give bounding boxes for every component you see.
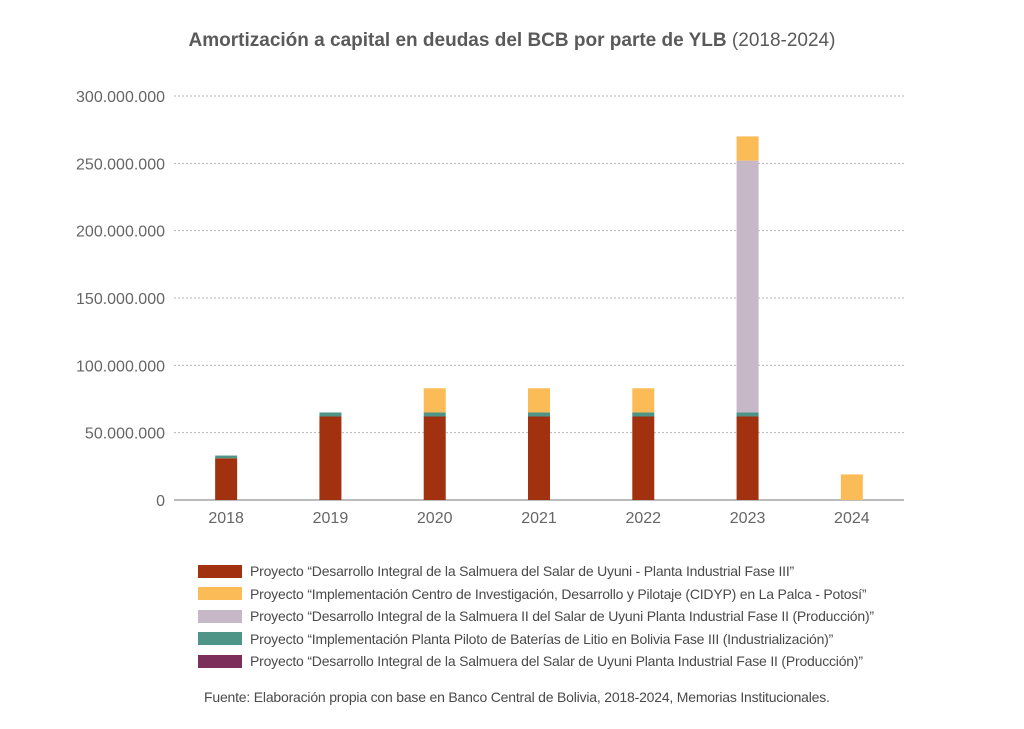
y-tick-label: 100.000.000 [76, 358, 165, 375]
bar-segment [423, 388, 446, 413]
legend-label: Proyecto “Desarrollo Integral de la Salm… [250, 653, 863, 670]
legend-label: Proyecto “Desarrollo Integral de la Salm… [250, 563, 794, 580]
bar-segment [840, 474, 863, 500]
legend-swatch [198, 564, 242, 578]
source-note: Fuente: Elaboración propia con base en B… [204, 689, 830, 705]
y-tick-label: 200.000.000 [76, 224, 165, 241]
legend-swatch [198, 609, 242, 623]
bar-segment [736, 412, 759, 417]
legend-swatch [198, 632, 242, 646]
x-tick-label: 2018 [208, 510, 244, 527]
x-tick-label: 2023 [730, 510, 766, 527]
bar-segment [423, 412, 446, 417]
bar-segment [319, 412, 342, 417]
x-tick-label: 2021 [521, 510, 557, 527]
legend-swatch [198, 654, 242, 668]
bar-segment [736, 160, 759, 413]
x-tick-label: 2020 [417, 510, 453, 527]
legend-item: Proyecto “Desarrollo Integral de la Salm… [198, 560, 874, 583]
bar-segment [528, 388, 550, 413]
x-tick-label: 2022 [625, 510, 661, 527]
bar-segment [632, 412, 655, 417]
bar-segment [632, 388, 655, 413]
bar-segment [528, 412, 550, 417]
bar-segment [215, 455, 238, 459]
y-tick-label: 150.000.000 [76, 291, 165, 308]
bar-segment [736, 416, 759, 500]
x-tick-label: 2019 [313, 510, 349, 527]
legend-item: Proyecto “Implementación Centro de Inves… [198, 583, 874, 606]
bar-segment [736, 136, 759, 161]
y-tick-label: 250.000.000 [76, 156, 165, 173]
y-tick-label: 50.000.000 [85, 426, 165, 443]
legend-item: Proyecto “Desarrollo Integral de la Salm… [198, 605, 874, 628]
legend-item: Proyecto “Desarrollo Integral de la Salm… [198, 650, 874, 673]
legend-label: Proyecto “Implementación Centro de Inves… [250, 585, 867, 602]
bar-segment [528, 416, 550, 500]
chart-title-subtitle: (2018-2024) [731, 30, 836, 51]
legend-item: Proyecto “Implementación Planta Piloto d… [198, 628, 874, 651]
chart-title: Amortización a capital en deudas del BCB… [0, 30, 1024, 52]
bar-segment [319, 416, 342, 500]
x-tick-label: 2024 [834, 510, 870, 527]
y-tick-label: 0 [156, 493, 165, 510]
legend-label: Proyecto “Desarrollo Integral de la Salm… [250, 608, 874, 625]
bar-segment [423, 416, 446, 500]
y-tick-label: 300.000.000 [76, 89, 165, 106]
bar-segment [215, 458, 238, 500]
legend: Proyecto “Desarrollo Integral de la Salm… [198, 560, 874, 673]
legend-label: Proyecto “Implementación Planta Piloto d… [250, 630, 834, 647]
bar-segment [632, 416, 655, 500]
chart-title-main: Amortización a capital en deudas del BCB… [188, 30, 727, 51]
legend-swatch [198, 587, 242, 601]
